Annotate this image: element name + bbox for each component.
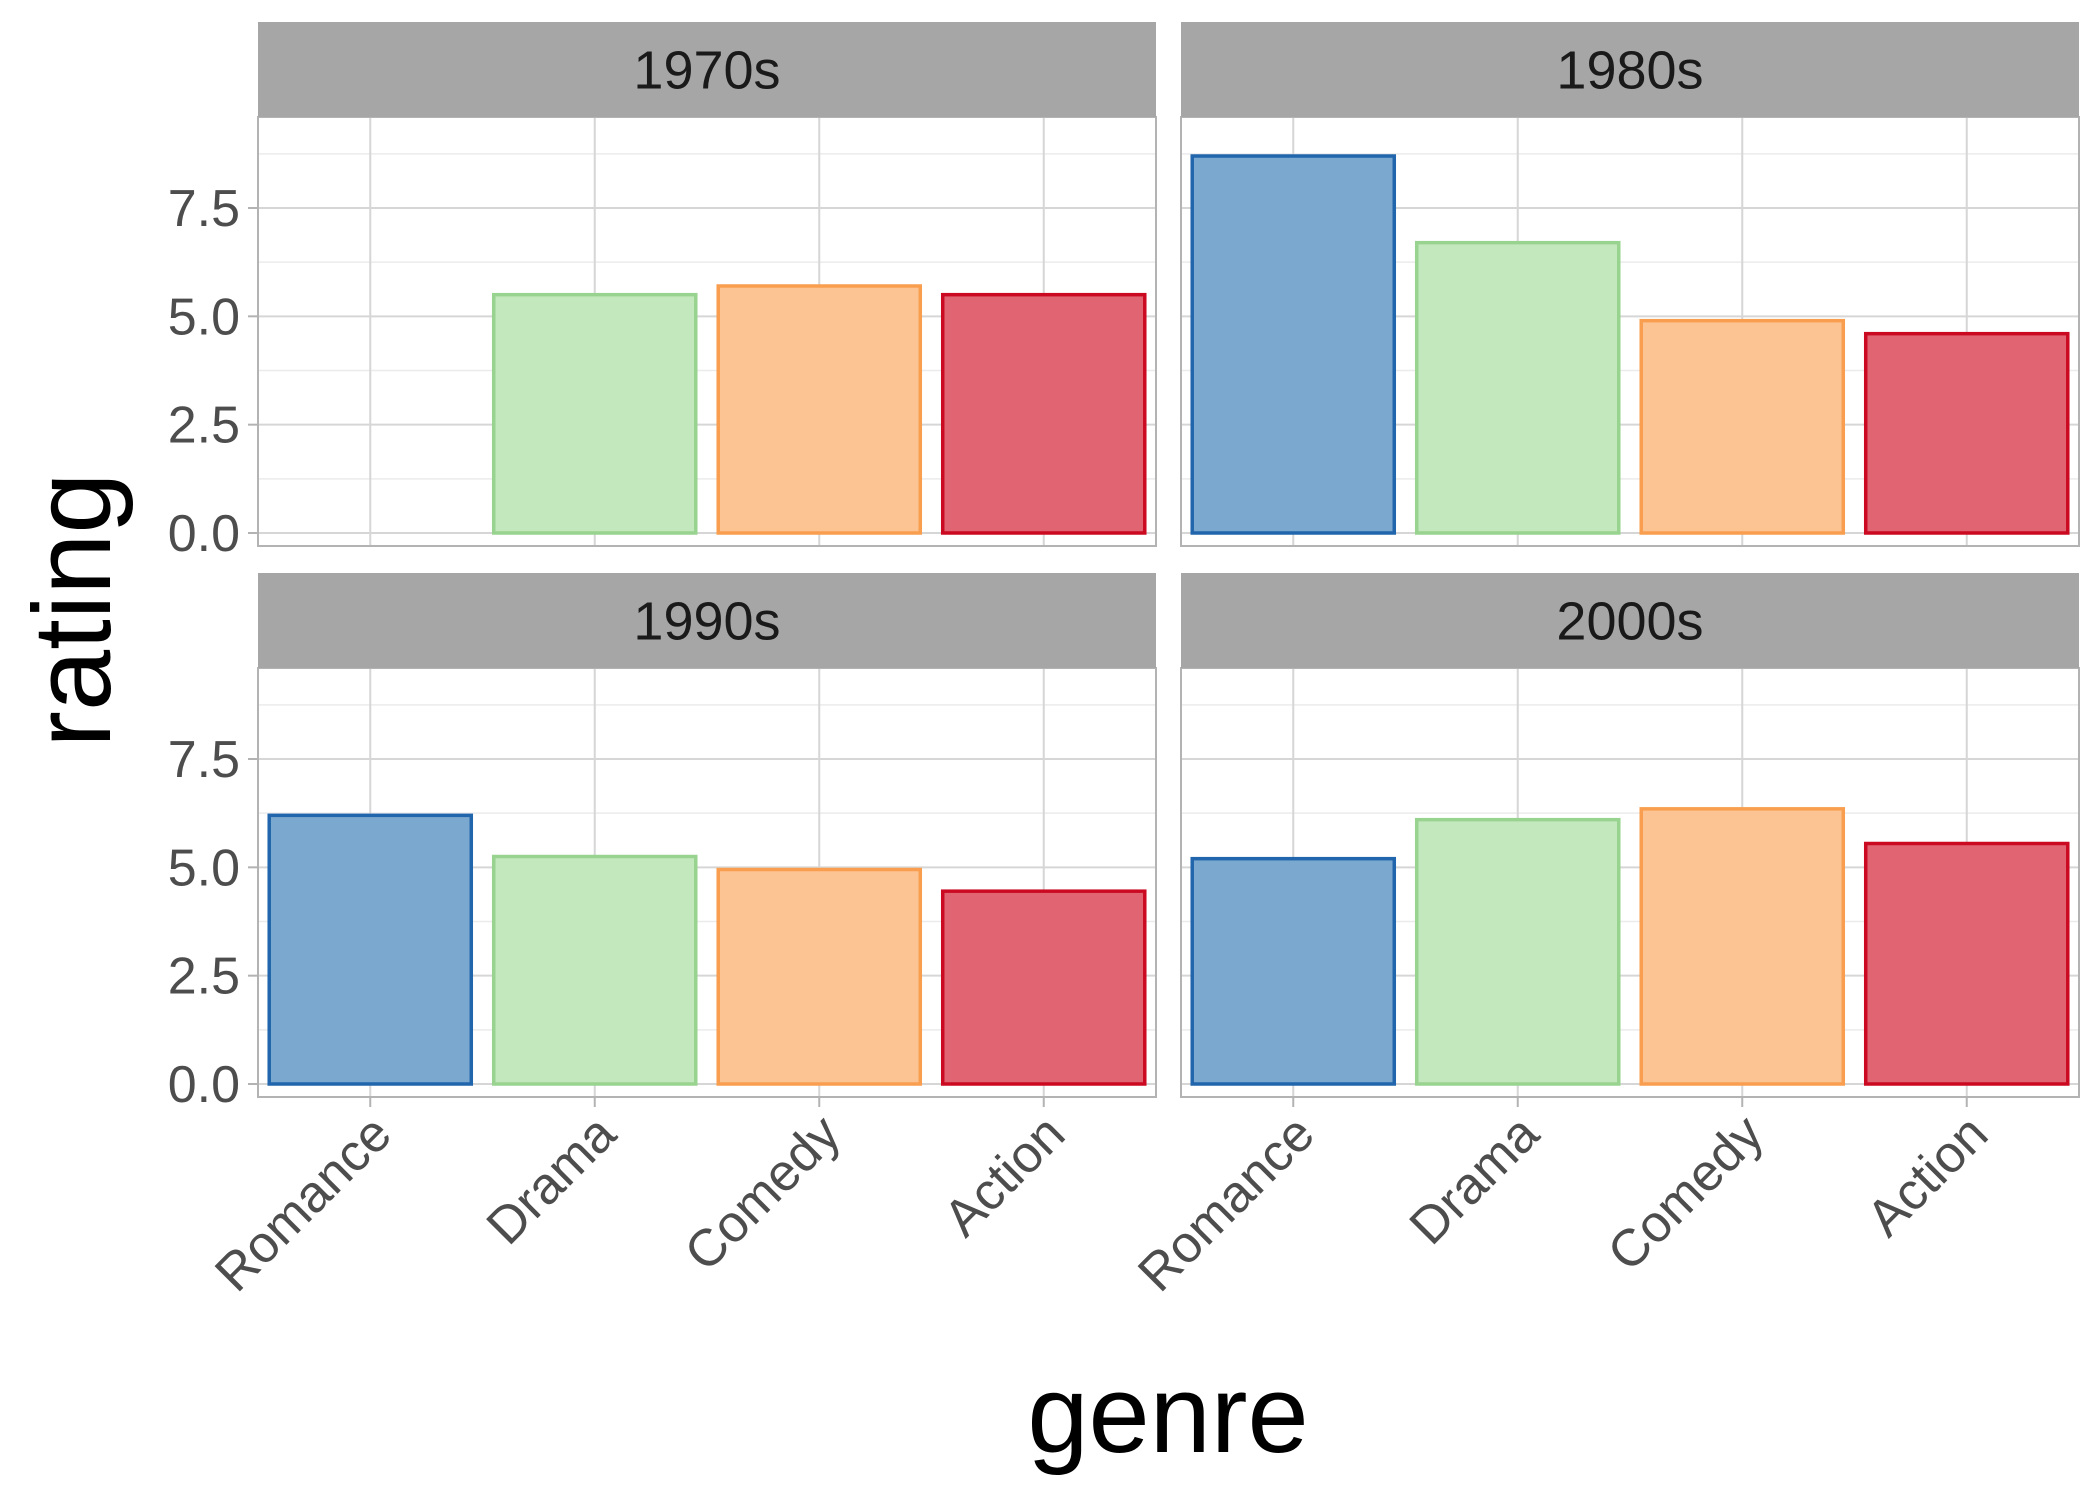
bar-2000s-Romance (1190, 856, 1397, 1086)
y-tick-label: 7.5 (168, 180, 240, 238)
x-axis-title: genre (1027, 1353, 1308, 1476)
facet-strip-label: 1990s (633, 592, 780, 652)
bar-1970s-Action (940, 292, 1147, 535)
x-tick-label: Comedy (674, 1104, 852, 1282)
facet-strip-label: 2000s (1556, 592, 1703, 652)
bar-1990s-Romance (267, 813, 474, 1086)
x-tick-label: Romance (1127, 1104, 1325, 1302)
x-tick-label: Drama (1399, 1104, 1550, 1255)
facet-strip (258, 22, 1156, 117)
y-tick-label: 0.0 (168, 1056, 240, 1114)
y-tick-label: 0.0 (168, 505, 240, 563)
facet-panel-1990s: 1990s 0.0 2.5 5.0 7.5 Romance Drama Comedy Actio… (168, 573, 1157, 1303)
bar-1990s-Action (940, 889, 1147, 1086)
facet-panel-2000s: 2000s Romance Drama Comedy Action (1127, 573, 2080, 1303)
bar-2000s-Drama (1414, 817, 1621, 1086)
y-tick-label: 5.0 (168, 839, 240, 897)
y-tick-label: 5.0 (168, 288, 240, 346)
facet-strip (1181, 573, 2079, 668)
facet-strip-label: 1970s (633, 41, 780, 101)
x-tick-label: Action (1856, 1104, 1999, 1247)
bar-1970s-Comedy (716, 284, 923, 535)
facet-strip-label: 1980s (1556, 41, 1703, 101)
facet-strip (258, 573, 1156, 668)
facet-panel-1970s: 1970s 0.0 2.5 5.0 7.5 (168, 22, 1157, 563)
y-tick-label: 2.5 (168, 948, 240, 1006)
y-axis-title: rating (11, 472, 134, 747)
bar-1980s-Romance (1190, 154, 1397, 535)
facet-panel-1980s: 1980s (1180, 22, 2080, 547)
y-tick-label: 2.5 (168, 397, 240, 455)
x-tick-label: Action (933, 1104, 1076, 1247)
bar-1980s-Drama (1414, 240, 1621, 535)
x-tick-label: Drama (476, 1104, 627, 1255)
bar-1980s-Comedy (1639, 318, 1846, 535)
y-tick-label: 7.5 (168, 731, 240, 789)
x-tick-label: Comedy (1597, 1104, 1775, 1282)
x-tick-label: Romance (204, 1104, 402, 1302)
bar-1990s-Drama (491, 854, 698, 1086)
bar-2000s-Comedy (1639, 807, 1846, 1086)
bar-1990s-Comedy (716, 867, 923, 1086)
bar-1980s-Action (1863, 331, 2070, 535)
facet-strip (1181, 22, 2079, 117)
bar-2000s-Action (1863, 841, 2070, 1086)
bar-1970s-Drama (491, 292, 698, 535)
